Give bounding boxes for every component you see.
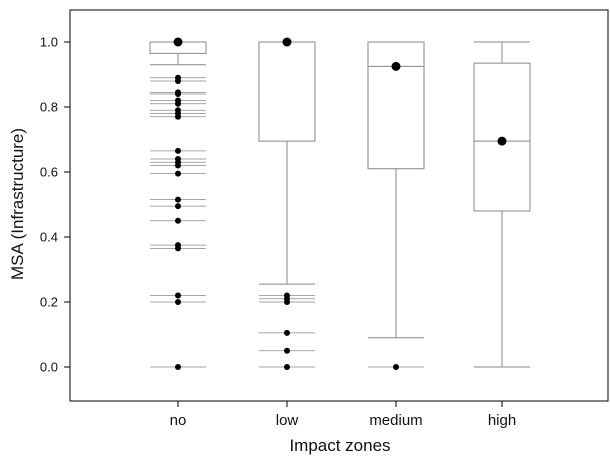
plot-area-frame bbox=[69, 9, 609, 402]
y-tick-label: 0.0 bbox=[40, 360, 58, 375]
outlier-point bbox=[175, 162, 181, 169]
outlier-point bbox=[175, 113, 181, 120]
outlier-point bbox=[175, 91, 181, 97]
y-axis-title: MSA (Infrastructure) bbox=[8, 128, 27, 280]
outlier-point bbox=[175, 147, 181, 154]
outlier-point bbox=[175, 364, 181, 370]
box-group-no bbox=[149, 37, 207, 370]
y-tick-label: 0.8 bbox=[40, 100, 58, 115]
outlier-point bbox=[175, 299, 181, 305]
outlier-point bbox=[175, 245, 181, 252]
mean-point bbox=[497, 136, 507, 146]
x-ticks-layer: no low medium high bbox=[170, 401, 516, 429]
x-tick-label: medium bbox=[369, 412, 422, 429]
x-tick-label: high bbox=[488, 412, 516, 429]
y-tick-label: 0.2 bbox=[40, 295, 58, 310]
y-tick-label: 1.0 bbox=[40, 35, 58, 50]
y-ticks-layer: 0.0 0.2 0.4 0.6 0.8 1.0 bbox=[40, 35, 70, 375]
y-tick-label: 0.6 bbox=[40, 165, 58, 180]
x-tick-label: no bbox=[170, 412, 187, 429]
outlier-point bbox=[284, 299, 290, 305]
mean-point bbox=[391, 61, 401, 71]
x-tick-label: low bbox=[276, 412, 299, 429]
outlier-point bbox=[284, 329, 290, 336]
iqr-box bbox=[367, 41, 425, 170]
outlier-point bbox=[175, 170, 181, 177]
box-group-high bbox=[473, 41, 531, 368]
y-tick-label: 0.4 bbox=[40, 230, 58, 245]
mean-point bbox=[173, 37, 183, 47]
box-group-medium bbox=[367, 41, 425, 370]
boxes-layer bbox=[149, 37, 531, 370]
outlier-point bbox=[284, 364, 290, 370]
iqr-box bbox=[473, 62, 531, 212]
outlier-point bbox=[175, 196, 181, 203]
outlier-point bbox=[175, 217, 181, 224]
outlier-point bbox=[175, 292, 181, 299]
outlier-point bbox=[175, 203, 181, 210]
mean-point bbox=[282, 37, 292, 47]
outlier-point bbox=[175, 100, 181, 107]
outlier-point bbox=[393, 364, 399, 370]
box-group-low bbox=[258, 37, 316, 370]
outlier-point bbox=[284, 347, 290, 354]
x-axis-title: Impact zones bbox=[289, 436, 390, 455]
outlier-point bbox=[175, 78, 181, 84]
